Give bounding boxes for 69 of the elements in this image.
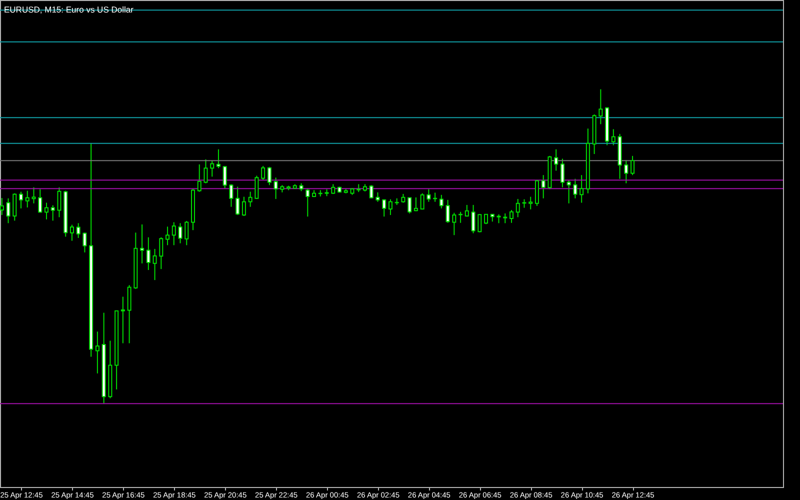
candlestick (452, 212, 456, 236)
candlestick (439, 194, 444, 209)
candlestick (580, 174, 584, 204)
candlestick (6, 198, 10, 224)
candlestick (140, 224, 144, 264)
candlestick (516, 198, 520, 218)
candlestick (510, 209, 514, 224)
candlestick (458, 211, 463, 224)
candlestick (611, 128, 616, 146)
candlestick (229, 184, 234, 208)
candlestick (382, 198, 386, 218)
candlestick (19, 191, 24, 209)
candlestick (478, 214, 482, 233)
candlestick (566, 180, 571, 204)
candlestick (541, 174, 546, 199)
candlestick (573, 178, 578, 199)
candlestick (426, 188, 431, 202)
candlestick (76, 222, 80, 238)
candlestick (222, 165, 227, 190)
candlestick (184, 220, 189, 246)
candlestick (95, 331, 100, 374)
candlestick (197, 164, 202, 192)
candlestick (554, 148, 558, 172)
candlestick (261, 165, 266, 181)
candlestick (630, 155, 635, 176)
candlestick (560, 158, 564, 188)
candlestick (57, 186, 62, 218)
candlestick (70, 224, 74, 242)
candlestick (420, 192, 424, 210)
candlestick (236, 186, 240, 216)
candlestick (503, 212, 508, 224)
candlestick (12, 192, 17, 222)
candlestick (44, 202, 48, 220)
candlestick (376, 192, 380, 202)
candlestick (274, 177, 278, 200)
candlestick (267, 166, 272, 186)
candlestick (210, 160, 214, 178)
candlestick (32, 186, 36, 204)
candlestick (624, 159, 628, 184)
candlestick (471, 204, 476, 234)
candlestick (254, 175, 259, 200)
candlestick (369, 184, 374, 199)
candlestick (242, 196, 246, 216)
candlestick (484, 214, 488, 225)
candlestick (38, 188, 42, 214)
candlestick (159, 236, 164, 270)
candlestick (25, 190, 30, 208)
candlestick (528, 196, 533, 210)
candlestick (172, 222, 176, 246)
candlestick (331, 184, 336, 194)
candlestick (534, 180, 539, 206)
candlestick (446, 199, 450, 224)
candlestick (598, 88, 603, 125)
candlestick (204, 158, 208, 184)
candlestick (388, 198, 392, 216)
candlestick (166, 226, 170, 246)
candlestick (120, 296, 125, 344)
candlestick (82, 232, 87, 253)
candlestick (414, 196, 418, 212)
candlestick (178, 222, 182, 244)
candlestick (146, 236, 150, 270)
candlestick (433, 192, 438, 202)
candlestick (306, 188, 310, 218)
candlestick (216, 148, 220, 169)
candlestick (127, 284, 132, 344)
candlestick (50, 204, 55, 222)
candlestick (248, 191, 252, 208)
candlestick (408, 196, 412, 214)
candlestick (152, 248, 157, 281)
